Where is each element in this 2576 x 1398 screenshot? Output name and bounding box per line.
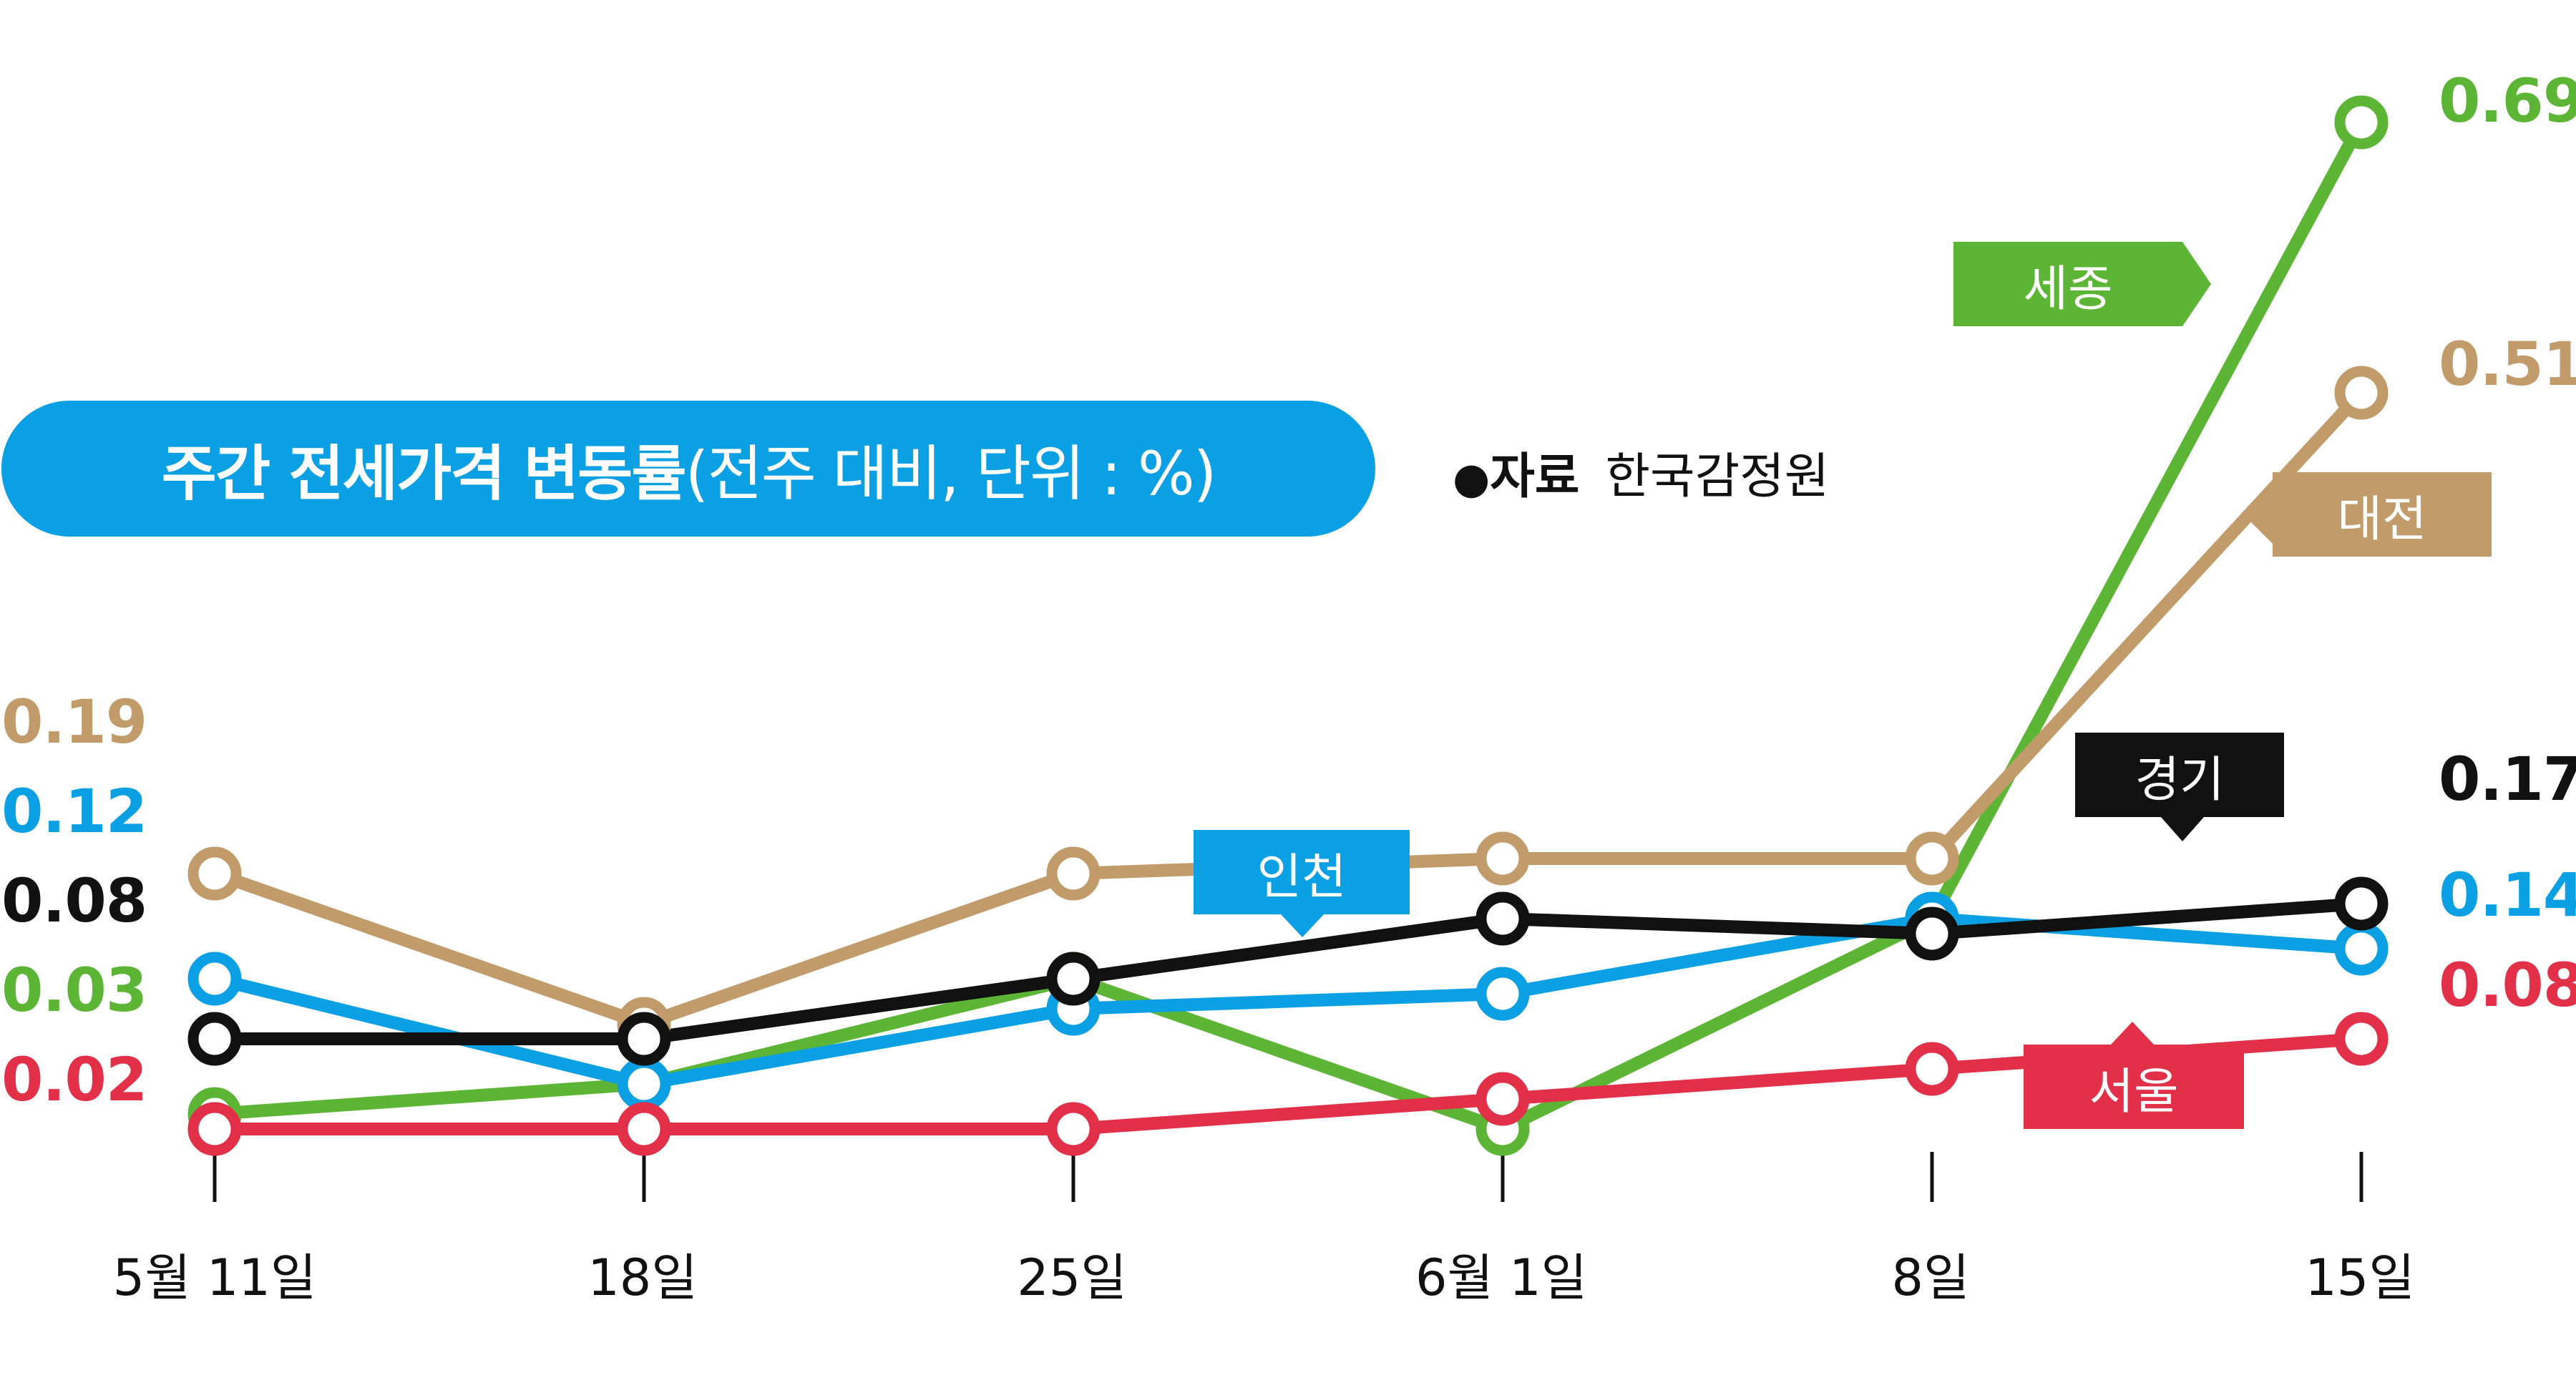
series-tag-daejeon: 대전	[2273, 472, 2492, 557]
series-tag-gyeonggi: 경기	[2075, 733, 2284, 817]
label-first-gyeonggi: 0.08	[1, 866, 147, 936]
series-tag-gyeonggi-label: 경기	[2135, 751, 2225, 808]
label-first-daejeon: 0.19	[1, 687, 147, 757]
series-tag-seoul: 서울	[2024, 1045, 2244, 1129]
data-point	[2334, 366, 2389, 420]
data-point	[1905, 831, 1959, 886]
data-point	[187, 1102, 242, 1156]
data-point	[187, 846, 242, 901]
data-point	[1905, 1042, 1959, 1096]
data-point	[2334, 95, 2389, 150]
source-name: 한국감정원	[1605, 449, 1830, 505]
series-tag-incheon-pointer	[1281, 914, 1324, 937]
series-line-3	[208, 897, 2368, 1045]
data-point	[1475, 891, 1530, 946]
data-point	[1046, 952, 1101, 1006]
data-point	[1475, 1072, 1530, 1126]
label-last-incheon: 0.14	[2439, 860, 2576, 930]
x-tick-label: 8일	[1891, 1248, 1970, 1307]
label-first-incheon: 0.12	[1, 776, 147, 846]
label-last-gyeonggi: 0.17	[2439, 744, 2576, 814]
source-bullet: ●	[1453, 454, 1491, 504]
data-point	[617, 1057, 671, 1111]
series-tag-sejong-pointer	[2182, 242, 2211, 326]
data-point	[617, 1102, 671, 1156]
data-point	[1475, 831, 1530, 886]
source-note: ●자료 한국감정원	[1453, 436, 1829, 507]
label-last-sejong: 0.69	[2439, 66, 2576, 136]
series-line-4	[208, 1032, 2368, 1135]
label-last-seoul: 0.08	[2439, 950, 2576, 1020]
x-tick-label: 6월 1일	[1415, 1248, 1588, 1307]
series-tag-incheon-label: 인천	[1257, 849, 1347, 906]
label-last-daejeon: 0.51	[2439, 329, 2576, 399]
chart-title: 주간 전세가격 변동률 (전주 대비, 단위 : %)	[1, 401, 1375, 537]
data-point	[1475, 967, 1530, 1021]
data-point	[1046, 1102, 1101, 1156]
x-tick-label: 5월 11일	[112, 1248, 317, 1307]
data-point	[617, 1012, 671, 1066]
chart-title-sub: (전주 대비, 단위 : %)	[685, 438, 1217, 509]
source-label: 자료	[1490, 449, 1580, 505]
series-tag-seoul-label: 서울	[2089, 1063, 2179, 1120]
x-tick-label: 15일	[2305, 1248, 2415, 1307]
x-tick-label: 25일	[1017, 1248, 1127, 1307]
series-tag-sejong-label: 세종	[2023, 260, 2113, 318]
data-point	[2334, 922, 2389, 976]
series-tag-gyeonggi-pointer	[2161, 817, 2204, 841]
series-tag-daejeon-label: 대전	[2337, 491, 2427, 548]
series-tag-seoul-pointer	[2111, 1022, 2154, 1045]
data-point	[2334, 1012, 2389, 1066]
series-tag-incheon: 인천	[1194, 830, 1410, 914]
label-first-sejong: 0.03	[1, 955, 147, 1025]
data-point	[187, 952, 242, 1006]
data-point	[1046, 846, 1101, 901]
data-point	[2334, 876, 2389, 931]
chart-title-main: 주간 전세가격 변동률	[161, 438, 687, 509]
x-tick-label: 18일	[587, 1248, 698, 1307]
label-first-seoul: 0.02	[1, 1045, 147, 1115]
data-point	[1905, 906, 1959, 961]
series-tag-sejong: 세종	[1953, 242, 2182, 326]
data-point	[187, 1012, 242, 1066]
